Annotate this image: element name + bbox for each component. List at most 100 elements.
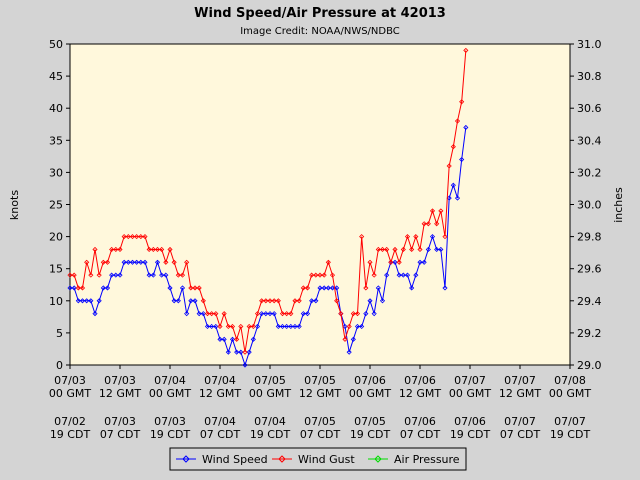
data-point [417, 246, 423, 253]
x-tick-label-local: 07/03 07 CDT [100, 415, 141, 441]
data-point [146, 246, 152, 253]
data-point [284, 311, 290, 317]
x-tick-label-local: 07/07 07 CDT [500, 415, 541, 441]
data-point [263, 311, 269, 317]
data-point [446, 195, 452, 201]
data-point [150, 272, 156, 278]
data-point [271, 298, 277, 304]
data-point [138, 234, 144, 240]
legend-label: Air Pressure [394, 453, 460, 466]
data-point [209, 311, 215, 317]
data-point [379, 298, 386, 304]
data-point [117, 246, 123, 253]
x-tick-label: 07/05 00 GMT [249, 374, 292, 400]
data-point [221, 311, 227, 317]
data-point [71, 285, 77, 291]
data-point [96, 298, 102, 304]
data-point [84, 259, 90, 265]
data-point [125, 234, 131, 240]
y2-axis-label: inches [612, 187, 625, 223]
data-point [429, 208, 436, 214]
data-point [154, 259, 161, 265]
data-point [304, 311, 311, 317]
data-point [384, 246, 390, 253]
data-point [300, 285, 306, 291]
x-tick-label: 07/03 12 GMT [99, 374, 142, 400]
y-tick-label: 15 [49, 263, 63, 276]
data-point [209, 323, 215, 330]
data-point [96, 272, 102, 278]
data-point [338, 311, 344, 317]
data-point [350, 336, 356, 342]
data-point [200, 311, 206, 317]
data-point [138, 259, 144, 265]
x-tick-label: 07/06 12 GMT [399, 374, 442, 400]
data-point [109, 272, 115, 278]
data-point [363, 285, 369, 291]
y2-tick-label: 30.2 [577, 166, 602, 179]
data-point [184, 259, 190, 265]
data-point [329, 285, 336, 291]
data-point [250, 323, 256, 330]
data-point [179, 285, 186, 291]
data-point [296, 323, 302, 330]
data-point [367, 259, 373, 265]
data-point [171, 259, 177, 265]
data-point [100, 285, 106, 291]
legend [169, 447, 467, 471]
data-point [229, 323, 236, 330]
data-point [404, 234, 411, 240]
data-point [75, 285, 81, 291]
data-point [75, 298, 81, 304]
data-point [379, 246, 386, 253]
data-point [325, 285, 331, 291]
data-point [79, 298, 86, 304]
data-point [371, 272, 377, 278]
data-point [325, 259, 331, 265]
data-point [238, 349, 244, 355]
data-point [204, 311, 211, 317]
data-point [246, 349, 252, 355]
data-point [225, 349, 231, 355]
x-tick-label: 07/08 00 GMT [549, 374, 592, 400]
data-point [321, 285, 327, 291]
y-tick-label: 30 [49, 166, 63, 179]
data-point [317, 285, 323, 291]
x-tick-label-local: 07/05 07 CDT [300, 415, 341, 441]
y-axis-label: knots [8, 190, 21, 220]
data-point [421, 221, 427, 227]
data-point [192, 285, 198, 291]
data-point [167, 285, 173, 291]
data-point [413, 234, 419, 240]
data-point [238, 323, 244, 330]
data-point [188, 298, 194, 304]
y-tick-label: 20 [49, 231, 63, 244]
data-point [409, 246, 415, 253]
data-point [259, 311, 265, 317]
data-point [346, 323, 352, 330]
data-point [104, 259, 111, 265]
data-point [188, 285, 194, 291]
data-point [271, 311, 277, 317]
data-point [404, 272, 411, 278]
data-point [413, 272, 419, 278]
data-point [167, 246, 173, 253]
data-point [267, 298, 273, 304]
data-point [267, 311, 273, 317]
data-point [225, 323, 231, 330]
data-point [429, 234, 436, 240]
y2-tick-label: 29.6 [577, 263, 602, 276]
data-point [88, 298, 94, 304]
data-point [421, 259, 427, 265]
x-tick-label: 07/04 00 GMT [149, 374, 192, 400]
data-point [84, 298, 90, 304]
data-point [350, 311, 356, 317]
data-point [279, 323, 286, 330]
data-point [388, 259, 394, 265]
x-tick-label-local: 07/05 19 CDT [350, 415, 391, 441]
data-point [438, 246, 444, 253]
data-point [321, 272, 327, 278]
data-point [142, 234, 148, 240]
data-point [154, 246, 161, 253]
